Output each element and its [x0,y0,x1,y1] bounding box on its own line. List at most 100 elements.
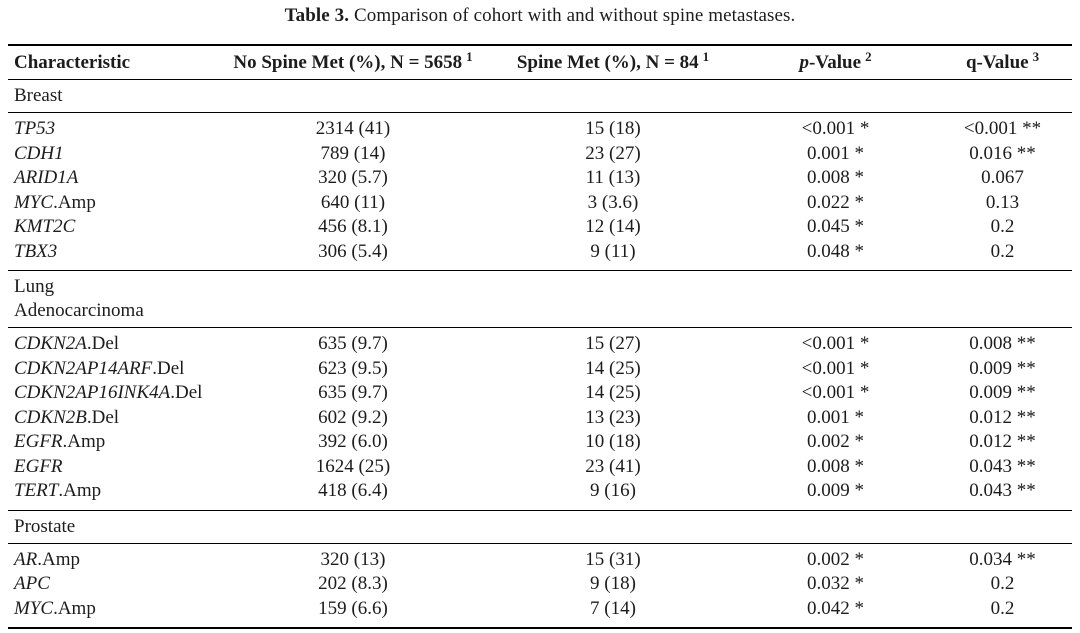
spine-met-cell: 14 (25) [585,382,641,403]
section-header-row: Breast [8,79,1072,113]
gene-symbol: EGFR [14,431,63,452]
q-value-cell: 0.016 ** [969,142,1036,164]
gene-cell: TERT.Amp [8,479,218,510]
gene-suffix: .Amp [62,431,106,452]
spine-met-cell: 15 (27) [585,333,641,354]
p-value-cell: <0.001 * [801,382,870,403]
table-caption: Table 3. Comparison of cohort with and w… [8,5,1072,27]
header-row: Characteristic No Spine Met (%), N = 565… [8,45,1072,80]
no-spine-met-cell: 623 (9.5) [318,357,388,379]
col-header-characteristic: Characteristic [14,52,131,73]
no-spine-met-cell: 789 (14) [320,142,386,164]
p-value-cell: 0.009 * [807,480,864,501]
spine-met-cell: 9 (16) [590,480,636,501]
q-value-cell: 0.2 [990,573,1015,594]
p-value-cell: 0.042 * [807,597,864,619]
q-value-cell: 0.009 ** [969,382,1036,403]
gene-symbol: TP53 [14,118,56,139]
q-value-cell: 0.043 ** [969,480,1036,501]
p-value-cell: 0.001 * [807,142,864,164]
p-value-cell: 0.022 * [807,191,864,213]
col-header-p-italic: p [799,52,809,73]
spine-met-cell: 12 (14) [585,216,641,237]
gene-symbol: TERT [14,480,59,501]
gene-cell: CDKN2AP16INK4A.Del [8,381,218,406]
q-value-cell: 0.012 ** [969,406,1036,428]
section-header-row: Prostate [8,510,1072,543]
gene-suffix: .Amp [58,480,102,501]
gene-cell: MYC.Amp [8,191,218,216]
spine-met-cell: 9 (11) [590,240,636,262]
spine-met-cell: 9 (18) [590,573,636,594]
gene-symbol: MYC [14,597,54,619]
table-row: MYC.Amp 159 (6.6) 7 (14) 0.042 * 0.2 [8,597,1072,629]
no-spine-met-cell: 2314 (41) [315,118,391,139]
p-value-cell: <0.001 * [801,357,870,379]
gene-suffix: .Amp [53,597,96,619]
p-value-cell: 0.008 * [807,455,864,477]
q-value-cell: <0.001 ** [963,118,1042,139]
spine-met-cell: 14 (25) [585,357,641,379]
no-spine-met-cell: 159 (6.6) [318,597,388,619]
no-spine-met-cell: 456 (8.1) [318,216,388,237]
gene-cell: APC [8,572,218,597]
spine-met-cell: 23 (41) [585,455,641,477]
spine-met-cell: 15 (18) [585,118,641,139]
spine-met-cell: 15 (31) [585,548,641,570]
table-row: APC 202 (8.3) 9 (18) 0.032 * 0.2 [8,572,1072,597]
table-row: CDKN2AP14ARF.Del 623 (9.5) 14 (25) <0.001 *… [8,357,1072,382]
q-value-cell: 0.034 ** [969,548,1036,570]
gene-cell: TP53 [8,113,218,142]
no-spine-met-cell: 635 (9.7) [318,382,388,403]
section-header-row: Lung Adenocarcinoma [8,270,1072,328]
col-header-no-spine-met: No Spine Met (%), N = 5658 1 [218,45,488,80]
no-spine-met-cell: 392 (6.0) [318,431,388,452]
no-spine-met-cell: 640 (11) [320,191,386,213]
spine-met-cell: 3 (3.6) [587,191,639,213]
gene-cell: ARID1A [8,166,218,191]
table-row: CDKN2A.Del 635 (9.7) 15 (27) <0.001 * 0.008 … [8,328,1072,357]
p-value-cell: <0.001 * [801,333,870,354]
col-header-spine-met-label: Spine Met (%), N = 84 [516,52,699,73]
p-value-cell: 0.048 * [807,240,864,262]
spine-met-cell: 7 (14) [590,597,636,619]
gene-symbol: KMT2C [14,216,76,237]
no-spine-met-cell: 320 (5.7) [318,167,388,188]
no-spine-met-cell: 1624 (25) [315,455,391,477]
gene-cell: EGFR.Amp [8,430,218,455]
table-body: Breast TP53 2314 (41) 15 (18) <0.001 * <0.001… [8,79,1072,629]
col-header-p-label: -Value [808,52,862,73]
gene-suffix: .Del [86,406,120,428]
table-row: MYC.Amp 640 (11) 3 (3.6) 0.022 * 0.13 [8,191,1072,216]
footnote-mark-3: 3 [1032,48,1040,64]
p-value-cell: 0.032 * [807,573,864,594]
p-value-cell: <0.001 * [801,118,870,139]
no-spine-met-cell: 202 (8.3) [318,573,388,594]
table-row: TBX3 306 (5.4) 9 (11) 0.048 * 0.2 [8,240,1072,271]
table-row: KMT2C 456 (8.1) 12 (14) 0.045 * 0.2 [8,215,1072,240]
q-value-cell: 0.009 ** [969,357,1036,379]
gene-symbol: CDKN2A [14,333,87,354]
table-row: TP53 2314 (41) 15 (18) <0.001 * <0.001 ** [8,113,1072,142]
footnote-mark-1: 1 [466,48,473,64]
gene-suffix: .Amp [37,548,80,570]
gene-cell: CDKN2B.Del [8,406,218,431]
q-value-cell: 0.008 ** [969,333,1036,354]
gene-cell: CDKN2A.Del [8,328,218,357]
q-value-cell: 0.2 [990,216,1015,237]
no-spine-met-cell: 320 (13) [320,548,386,570]
p-value-cell: 0.045 * [807,216,864,237]
table-row: CDKN2AP16INK4A.Del 635 (9.7) 14 (25) <0.001… [8,381,1072,406]
q-value-cell: 0.2 [990,240,1015,262]
table-row: TERT.Amp 418 (6.4) 9 (16) 0.009 * 0.043 ** [8,479,1072,510]
col-header-p-value: p-Value 2 [738,45,933,80]
p-value-cell: 0.001 * [807,406,864,428]
gene-cell: EGFR [8,455,218,480]
table-row: ARID1A 320 (5.7) 11 (13) 0.008 * 0.067 [8,166,1072,191]
section-title: Breast [14,85,63,106]
col-header-q-value: q-Value 3 [933,45,1072,80]
table-row: CDKN2B.Del 602 (9.2) 13 (23) 0.001 * 0.012 *… [8,406,1072,431]
spine-met-cell: 23 (27) [585,142,641,164]
gene-symbol: MYC [14,191,54,213]
gene-suffix: .Del [170,382,203,403]
